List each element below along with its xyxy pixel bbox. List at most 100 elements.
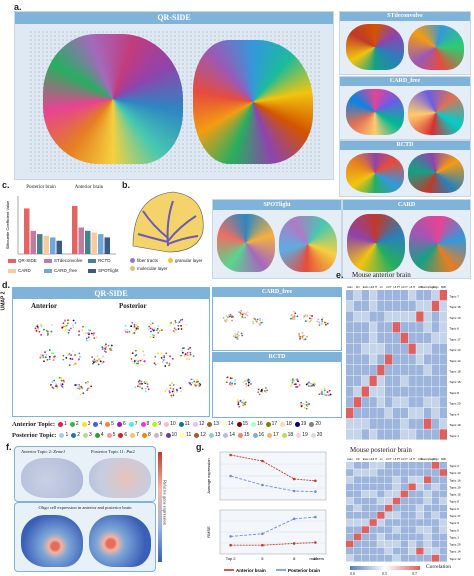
heatmap-cell — [377, 429, 385, 440]
series-point — [292, 477, 296, 481]
topic-number: 18 — [286, 421, 292, 427]
heatmap-cell — [431, 397, 440, 408]
heatmap-row-label: Topic 20 — [449, 402, 461, 406]
umap-point — [237, 311, 240, 313]
umap-point — [240, 332, 243, 335]
topic-legend-item: 8 — [141, 432, 151, 438]
heatmap-cell — [400, 375, 408, 387]
series-point — [292, 542, 296, 545]
umap-point — [102, 355, 105, 358]
umap-point — [75, 384, 78, 386]
umap-point — [163, 356, 166, 359]
heatmap-row-label: Topic 6 — [449, 327, 459, 331]
heatmap-cell — [385, 533, 393, 541]
topic-color-dot — [265, 421, 271, 427]
umap-point — [149, 327, 152, 330]
topic-number: 1 — [65, 432, 69, 438]
umap-point — [160, 352, 163, 355]
umap-point — [174, 319, 177, 322]
umap-point — [187, 348, 190, 351]
heatmap-cell — [385, 554, 393, 562]
method-panel-rctd: RCTD — [339, 140, 471, 197]
heatmap-cell — [439, 469, 447, 476]
umap-point — [68, 361, 71, 364]
umap-point — [90, 385, 93, 388]
heatmap-cell — [431, 343, 440, 354]
umap-point — [236, 338, 239, 341]
heatmap-row-label: Topic 13 — [449, 471, 461, 475]
umap-point — [323, 389, 326, 392]
topic-number: 10 — [170, 421, 176, 427]
method-title: SPOTlight — [213, 200, 341, 210]
series-point — [261, 532, 264, 536]
umap-point — [258, 393, 261, 396]
heatmap-cell — [346, 397, 354, 408]
topic-number: 17 — [271, 421, 278, 427]
umap-point — [53, 356, 55, 358]
umap-point — [226, 316, 229, 319]
heatmap-cell — [408, 322, 416, 333]
heatmap-cell — [346, 290, 354, 301]
umap-point — [174, 321, 177, 324]
umap-point — [309, 314, 312, 317]
gene-label-posterior-text: Posterior Topic 11: — [91, 449, 126, 454]
heatmap-row-label: Topic 17 — [449, 514, 461, 518]
heatmap-row-label: Topic 14 — [449, 359, 461, 363]
heatmap-cell — [408, 483, 416, 491]
heatmap-cell — [431, 512, 440, 519]
method-posterior-brain — [408, 90, 464, 135]
umap-point — [291, 318, 294, 321]
heatmap-cell — [361, 375, 369, 387]
heatmap-cell — [385, 365, 393, 376]
umap-point — [321, 393, 323, 395]
umap-point — [172, 323, 175, 326]
y-axis-label: Average expression — [206, 458, 211, 493]
umap-point — [258, 317, 261, 320]
series-point — [261, 483, 264, 487]
umap-point — [66, 354, 69, 356]
heatmap-cell — [346, 322, 354, 333]
heatmap-cell — [416, 429, 424, 440]
topic-number: 13 — [213, 421, 219, 427]
umap-point — [296, 315, 299, 318]
heatmap-cell — [353, 526, 362, 534]
heatmap-cell — [385, 490, 393, 498]
legend-card-free: CARD_free — [44, 268, 77, 273]
heatmap-row-label: Topic 14 — [449, 550, 461, 554]
heatmap-cell — [346, 386, 354, 397]
topic-legend-item: 20 — [309, 421, 321, 427]
series-point — [314, 541, 317, 544]
umap-point — [135, 327, 138, 330]
topic-number: 11 — [186, 432, 192, 438]
panel-f-colorbar-label: Relative gene expression — [162, 480, 168, 525]
umap-point — [40, 334, 43, 336]
heatmap-cell — [377, 322, 385, 333]
umap-point — [134, 349, 137, 352]
umap-point — [303, 314, 306, 317]
umap-point — [51, 381, 54, 384]
heatmap-cell — [361, 397, 369, 408]
umap-point — [158, 330, 161, 332]
heatmap-cell — [369, 418, 377, 429]
heatmap-cell — [361, 332, 369, 344]
heatmap-cell — [346, 512, 354, 519]
topic-legend-item: 3 — [83, 432, 92, 438]
heatmap-cell — [416, 365, 424, 376]
umap-point — [258, 323, 261, 326]
heatmap-cell — [424, 343, 432, 354]
umap-point — [257, 388, 260, 391]
heatmap-cell — [353, 490, 362, 498]
series-point — [314, 515, 317, 519]
method-panel-card-free: CARD_free — [339, 76, 471, 140]
heatmap-cell — [361, 469, 369, 476]
legend-molecular-layer: molecular layer — [130, 266, 168, 271]
heatmap-cell — [385, 469, 393, 476]
umap-point — [135, 359, 138, 362]
umap-point — [93, 337, 96, 339]
topic-number: 1 — [64, 421, 67, 427]
topic-legend-item: 19 — [294, 421, 306, 427]
heatmap-cell — [377, 386, 385, 397]
umap-point — [237, 403, 240, 406]
heatmap-cell — [416, 386, 424, 397]
heatmap-cell — [361, 512, 369, 519]
